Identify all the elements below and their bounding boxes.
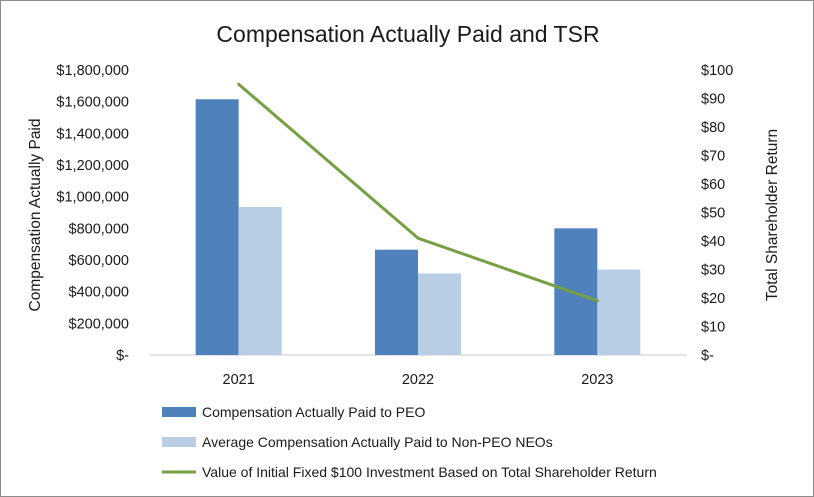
right-tick-label: $60 xyxy=(701,177,725,193)
x-tick-label: 2021 xyxy=(223,372,255,388)
right-tick-label: $10 xyxy=(701,320,725,336)
left-tick-label: $200,000 xyxy=(69,316,129,332)
right-tick-label: $70 xyxy=(701,149,725,165)
bar-peo-2021 xyxy=(195,99,239,356)
right-tick-label: $80 xyxy=(701,120,725,136)
left-tick-label: $400,000 xyxy=(69,285,129,301)
tsr-line-group xyxy=(237,82,599,303)
right-tick-label: $20 xyxy=(701,291,725,307)
y-axis-title-left: Compensation Actually Paid xyxy=(27,118,44,311)
left-tick-label: $800,000 xyxy=(69,221,129,237)
left-tick-label: $- xyxy=(116,348,129,364)
legend-swatch-1 xyxy=(162,437,196,447)
right-tick-label: $90 xyxy=(701,92,725,108)
left-tick-label: $1,000,000 xyxy=(56,190,129,206)
legend-label-1: Average Compensation Actually Paid to No… xyxy=(202,434,553,450)
tsr-point-2023 xyxy=(595,299,599,303)
right-tick-label: $- xyxy=(701,348,714,364)
right-tick-label: $50 xyxy=(701,206,725,222)
legend-swatch-0 xyxy=(162,407,196,417)
x-tick-label: 2022 xyxy=(402,372,434,388)
right-axis-ticks: $- $10 $20 $30 $40 $50 $60 $70 $80 $90 $100 xyxy=(701,63,733,364)
bar-peo-2023 xyxy=(554,228,598,355)
bar-peo-2022 xyxy=(375,249,418,355)
left-axis-ticks: $- $200,000 $400,000 $600,000 $800,000 $1,000… xyxy=(56,63,129,364)
bar-group xyxy=(195,99,641,356)
left-tick-label: $1,800,000 xyxy=(56,63,129,79)
bar-non-peo-2022 xyxy=(418,273,461,355)
y-axis-title-right: Total Shareholder Return xyxy=(764,129,781,301)
legend-label-0: Compensation Actually Paid to PEO xyxy=(202,404,425,420)
x-tick-label: 2023 xyxy=(581,372,613,388)
tsr-point-2021 xyxy=(237,82,241,86)
right-tick-label: $40 xyxy=(701,234,725,250)
right-tick-label: $30 xyxy=(701,263,725,279)
tsr-point-2022 xyxy=(416,236,420,240)
left-tick-label: $1,600,000 xyxy=(56,95,129,111)
right-tick-label: $100 xyxy=(701,63,733,79)
left-tick-label: $600,000 xyxy=(69,253,129,269)
legend: Compensation Actually Paid to PEO Average… xyxy=(162,404,657,480)
bar-non-peo-2023 xyxy=(597,269,641,355)
legend-label-2: Value of Initial Fixed $100 Investment B… xyxy=(202,464,657,480)
left-tick-label: $1,400,000 xyxy=(56,126,129,142)
chart-title: Compensation Actually Paid and TSR xyxy=(216,21,599,47)
bar-non-peo-2021 xyxy=(238,206,282,355)
x-axis-ticks: 2021 2022 2023 xyxy=(223,372,614,388)
left-tick-label: $1,200,000 xyxy=(56,158,129,174)
